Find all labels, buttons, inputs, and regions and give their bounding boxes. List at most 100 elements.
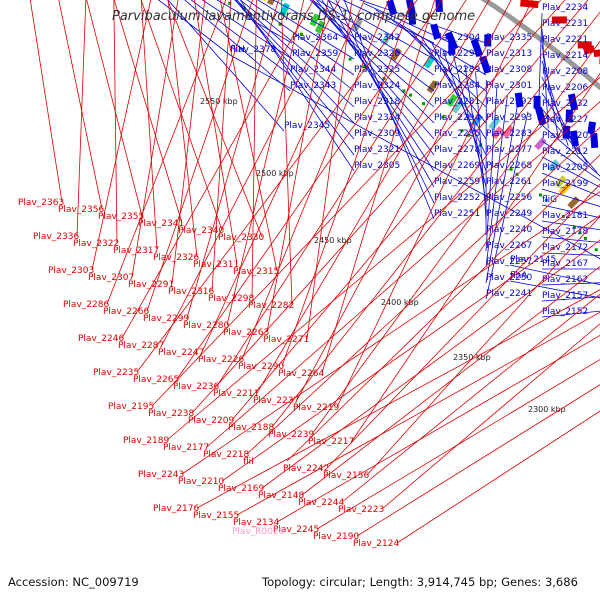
red-leader-line: [140, 0, 158, 251]
reverse-gene-label: Plav_2211: [213, 389, 259, 399]
forward-gene-mark: [590, 133, 599, 149]
forward-gene-mark: [405, 0, 416, 14]
forward-gene-label: Plav_2220: [542, 131, 588, 141]
cog-category-mark: [309, 13, 321, 27]
blue-leader-line: [335, 0, 435, 204]
reverse-gene-label: Plav_2195: [108, 402, 154, 412]
cog-category-mark: [567, 196, 580, 210]
reverse-gene-label: Plav_2226: [198, 355, 244, 365]
red-leader-line: [206, 101, 600, 448]
red-leader-line: [58, 0, 103, 210]
reverse-gene-label: Plav_2266: [103, 307, 149, 317]
blue-leader-line: [541, 310, 600, 318]
forward-gene-label: fliH: [230, 45, 245, 55]
reverse-gene-label: Plav_2242: [283, 464, 329, 474]
blue-leader-line: [272, 0, 355, 44]
forward-gene-label: Plav_2284: [434, 81, 480, 91]
rna-dot: [594, 248, 598, 252]
reverse-gene-label: Plav_2219: [293, 403, 339, 413]
red-leader-line: [86, 0, 143, 217]
blue-leader-line: [157, 0, 231, 56]
forward-gene-label: Plav_2181: [542, 211, 588, 221]
blue-leader-line: [343, 0, 435, 220]
reverse-gene-label: Plav_2169: [218, 484, 264, 494]
rna-dot: [544, 198, 548, 202]
red-leader-line: [336, 0, 533, 408]
reverse-gene-label: Plav_2315: [233, 267, 279, 277]
forward-gene-label: Plav_2212: [542, 147, 588, 157]
red-leader-line: [231, 0, 589, 421]
red-leader-line: [29, 0, 63, 203]
red-leader-line: [167, 0, 198, 258]
red-leader-line: [351, 72, 600, 442]
forward-gene-label: Plav_2314: [354, 113, 400, 123]
reverse-gene-label: Plav_2340: [178, 226, 224, 236]
red-leader-line: [356, 384, 600, 537]
genome-title: Parvibaculum lavamentivorans DS-1, compl…: [112, 9, 476, 24]
rna-dot: [572, 225, 576, 229]
red-leader-line: [146, 0, 253, 312]
forward-gene-label: Plav_2345: [284, 121, 330, 131]
reverse-gene-label: Plav_2210: [178, 477, 224, 487]
blue-leader-line: [541, 108, 598, 173]
forward-gene-label: Plav_2231: [542, 19, 588, 29]
red-leader-line: [201, 0, 365, 353]
cog-category-mark: [390, 47, 402, 62]
forward-gene-label: Plav_2313: [486, 49, 532, 59]
forward-gene-label: Plav_2251: [434, 209, 480, 219]
cog-category-mark: [491, 126, 504, 140]
red-leader-line: [176, 0, 443, 380]
blue-leader-line: [541, 156, 600, 188]
reverse-gene-label: Plav_2223: [338, 505, 384, 515]
reverse-gene-label: Plav_2246: [78, 334, 124, 344]
blue-leader-line: [541, 236, 600, 243]
forward-gene-label: Plav_2178: [542, 227, 588, 237]
reverse-gene-label: Plav_2189: [123, 436, 169, 446]
reverse-gene-label: Plav_2356: [58, 205, 104, 215]
red-leader-line: [194, 0, 238, 265]
blue-leader-line: [541, 282, 600, 286]
forward-gene-label: Plav_2172: [542, 243, 588, 253]
scale-tick-label: 2300 kbp: [528, 405, 566, 414]
forward-gene-label: Plav_2157: [542, 291, 588, 301]
blue-leader-line: [509, 280, 600, 299]
blue-leader-line: [541, 252, 600, 256]
forward-gene-label: fliG: [542, 195, 557, 205]
forward-gene-label: Plav_2343: [290, 81, 336, 91]
rna-dot: [578, 231, 582, 235]
blue-leader-line: [234, 0, 355, 140]
red-leader-line: [166, 76, 600, 441]
blue-leader-line: [485, 95, 508, 268]
blue-leader-line: [485, 87, 498, 252]
forward-gene-label: Plav_2256: [486, 193, 532, 203]
blue-leader-line: [375, 9, 487, 76]
red-leader-line: [76, 0, 87, 237]
red-leader-line: [167, 0, 263, 238]
forward-gene-label: Plav_2321: [354, 145, 400, 155]
reverse-gene-label: Plav_2265: [133, 375, 179, 385]
reverse-gene-label: Plav_2326: [153, 253, 199, 263]
reverse-gene-mark: [593, 49, 600, 58]
cog-category-mark: [423, 55, 436, 69]
red-leader-line: [306, 0, 353, 340]
forward-gene-label: Plav_2252: [434, 193, 480, 203]
forward-gene-label: Plav_2145: [510, 255, 556, 265]
red-leader-line: [280, 0, 293, 306]
reverse-gene-label: Plav_2247: [158, 348, 204, 358]
forward-gene-label: Plav_2318: [354, 97, 400, 107]
rna-dot: [583, 236, 587, 240]
red-leader-line: [266, 0, 329, 333]
rna-dot: [509, 167, 513, 171]
cog-category-mark: [534, 137, 547, 151]
cog-category-mark: [547, 159, 560, 173]
forward-gene-mark: [514, 92, 524, 108]
reverse-gene-label: Plav_2177: [163, 443, 209, 453]
reverse-gene-label: Plav_2298: [208, 294, 254, 304]
rna-dot: [539, 193, 543, 197]
forward-gene-label: Plav_2167: [542, 259, 588, 269]
reverse-gene-label: Plav_2280: [183, 321, 229, 331]
blue-leader-line: [541, 124, 600, 177]
blue-leader-line: [167, 0, 285, 132]
blue-leader-line: [541, 296, 600, 302]
forward-gene-label: Plav_2301: [486, 81, 532, 91]
